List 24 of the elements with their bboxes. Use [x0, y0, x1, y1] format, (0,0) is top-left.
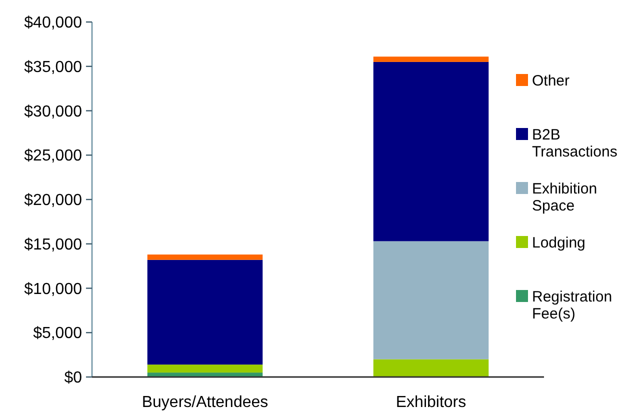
y-tick-label: $30,000: [24, 103, 82, 120]
y-tick-label: $40,000: [24, 14, 82, 32]
bar: [147, 260, 263, 365]
bar: [373, 56, 489, 62]
y-tick-label: $10,000: [24, 280, 82, 298]
x-tick-label: Buyers/Attendees: [142, 394, 268, 411]
x-tick-label: Exhibitors: [396, 394, 466, 411]
legend-label: Exhibition Space: [532, 180, 598, 214]
bar: [147, 254, 263, 260]
legend-label: B2B Transactions: [532, 126, 618, 160]
bar: [147, 372, 263, 377]
y-tick-label: $0: [64, 370, 82, 387]
bar: [373, 62, 489, 242]
bar: [373, 241, 489, 360]
legend-label: Lodging: [532, 234, 586, 252]
y-tick-label: $15,000: [24, 236, 82, 254]
y-tick-label: $5,000: [33, 325, 82, 342]
legend-label: Registration Fee(s): [532, 288, 612, 322]
bar: [373, 359, 489, 377]
legend-label: Other: [532, 72, 570, 90]
y-tick-label: $20,000: [24, 192, 82, 210]
bar: [147, 364, 263, 373]
y-tick-label: $35,000: [24, 58, 82, 76]
y-tick-label: $25,000: [24, 148, 82, 165]
